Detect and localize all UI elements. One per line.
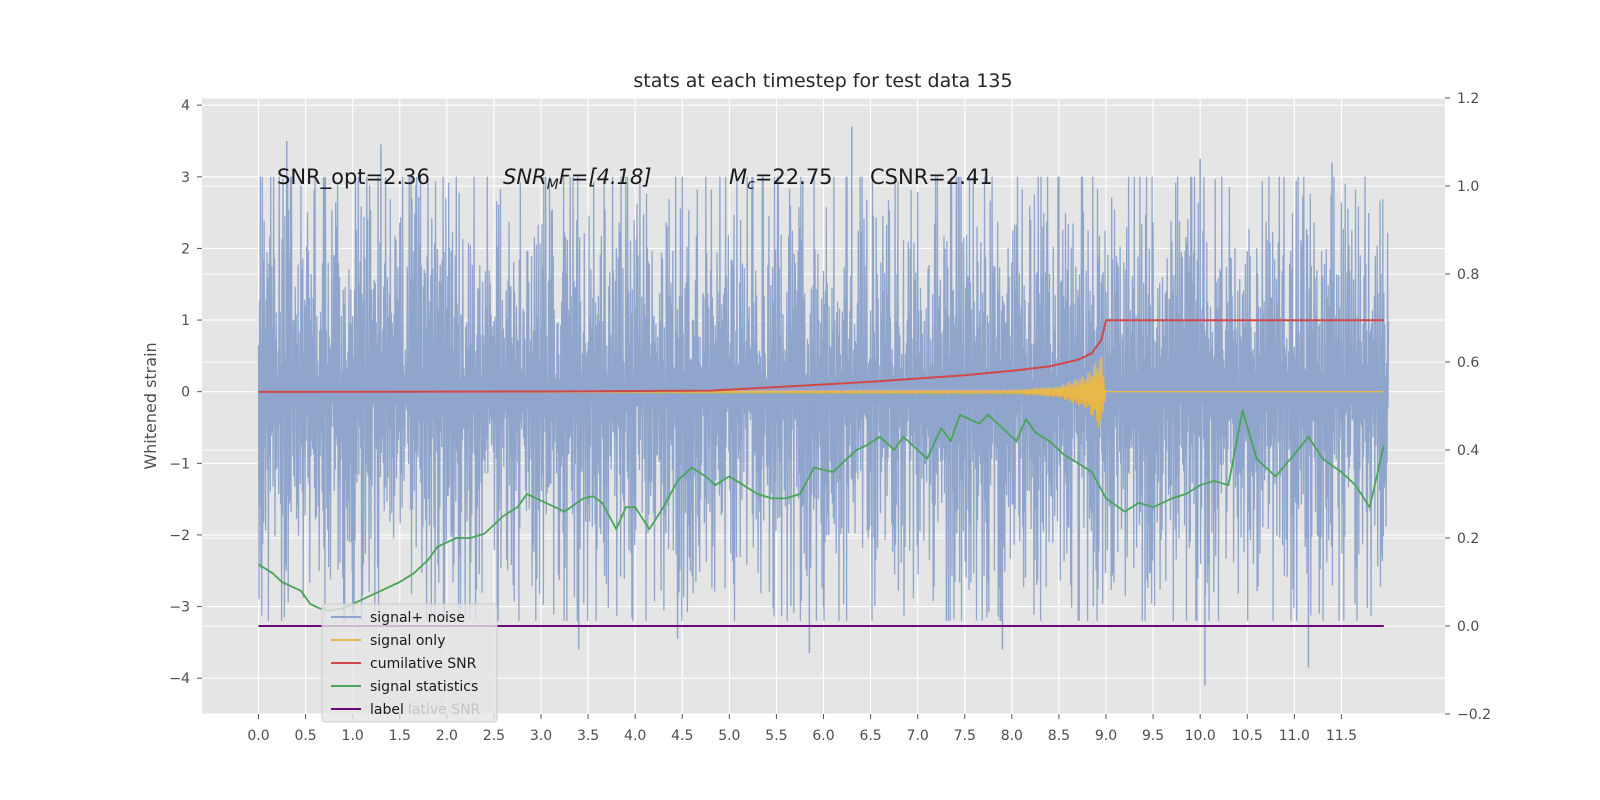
- x-tick-label: 8.0: [1001, 728, 1023, 744]
- y-axis-ticks: 4 3 2 1 0 −1 −2 −3 −4: [169, 98, 202, 687]
- x-tick-label: 5.5: [765, 728, 787, 744]
- x-tick-label: 3.5: [577, 728, 599, 744]
- y2-tick-label: 1.0: [1457, 179, 1479, 195]
- legend-label-label: label: [370, 702, 404, 718]
- y-tick-label: −2: [169, 528, 190, 544]
- y-tick-label: −4: [169, 671, 190, 687]
- x-tick-label: 9.5: [1142, 728, 1164, 744]
- x-tick-label: 7.5: [954, 728, 976, 744]
- legend-label-signal-noise: signal+ noise: [370, 610, 465, 626]
- y2-tick-label: 0.0: [1457, 619, 1479, 635]
- y2-tick-label: −0.2: [1457, 707, 1491, 723]
- cumulative-snr-line: [258, 319, 1384, 393]
- x-axis-ticks: 0.0 0.5 1.0 1.5 2.0 2.5 3.0 3.5 4.0 4.5 5.0 5.5 6.0 6…: [247, 714, 1357, 744]
- legend: lative SNR signal+ noise signal only cum…: [321, 603, 498, 723]
- x-tick-label: 0.0: [247, 728, 269, 744]
- x-tick-label: 0.5: [294, 728, 316, 744]
- x-tick-label: 7.0: [907, 728, 929, 744]
- y2-tick-label: 1.2: [1457, 91, 1479, 107]
- x-tick-label: 10.0: [1185, 728, 1216, 744]
- series-signal-noise: [257, 126, 1390, 686]
- series-lines: [258, 319, 1385, 627]
- x-tick-label: 10.5: [1232, 728, 1263, 744]
- x-tick-label: 2.0: [436, 728, 458, 744]
- x-tick-label: 2.5: [483, 728, 505, 744]
- legend-label-signal-statistics: signal statistics: [370, 679, 478, 695]
- legend-label-cumulative-snr: cumilative SNR: [370, 656, 477, 672]
- y-tick-label: 0: [181, 385, 190, 401]
- x-tick-label: 9.0: [1095, 728, 1117, 744]
- annotation-snr-mf: SNRMF=[4.18]: [503, 165, 652, 193]
- annotation-mc: Mc=22.75: [729, 165, 833, 193]
- y-tick-label: −3: [169, 600, 190, 616]
- x-tick-label: 6.5: [859, 728, 881, 744]
- chart-title: stats at each timestep for test data 135: [633, 70, 1012, 92]
- y-tick-label: 2: [181, 241, 190, 257]
- y2-tick-label: 0.4: [1457, 443, 1479, 459]
- y2-tick-label: 0.2: [1457, 531, 1479, 547]
- y-tick-label: 4: [181, 98, 190, 114]
- x-tick-label: 1.5: [389, 728, 411, 744]
- y-tick-label: 3: [181, 170, 190, 186]
- x-tick-label: 5.0: [718, 728, 740, 744]
- x-tick-label: 1.0: [342, 728, 364, 744]
- y2-tick-label: 0.6: [1457, 355, 1479, 371]
- y2-tick-label: 0.8: [1457, 267, 1479, 283]
- annotation-csnr: CSNR=2.41: [870, 165, 993, 189]
- y2-axis-ticks: 1.2 1.0 0.8 0.6 0.4 0.2 0.0 −0.2: [1445, 91, 1491, 723]
- x-tick-label: 11.0: [1279, 728, 1310, 744]
- legend-label-signal-only: signal only: [370, 633, 445, 649]
- x-tick-label: 4.5: [671, 728, 693, 744]
- x-tick-label: 6.0: [812, 728, 834, 744]
- annotation-snr-opt: SNR_opt=2.36: [277, 165, 430, 190]
- x-tick-label: 8.5: [1048, 728, 1070, 744]
- x-tick-label: 11.5: [1326, 728, 1357, 744]
- y-tick-label: 1: [181, 313, 190, 329]
- legend-ghost-text: lative SNR: [408, 702, 481, 718]
- x-tick-label: 4.0: [624, 728, 646, 744]
- y-tick-label: −1: [169, 456, 190, 472]
- x-tick-label: 3.0: [530, 728, 552, 744]
- legend-box: [321, 603, 498, 723]
- y-axis-label: Whitened strain: [141, 342, 160, 469]
- signal-statistics-line: [258, 409, 1385, 612]
